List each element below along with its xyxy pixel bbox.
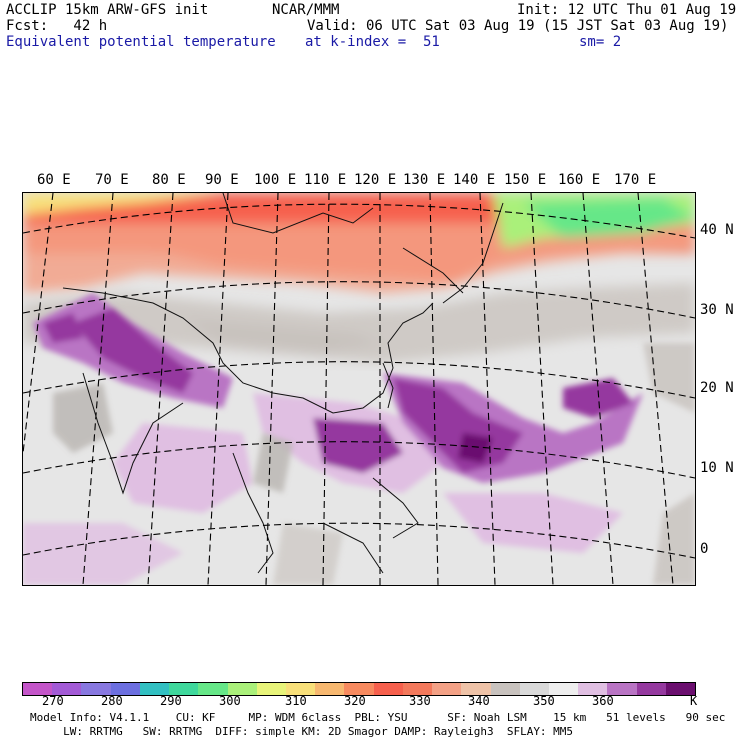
lat-label-10n: 10 N [700,460,734,476]
colorbar [22,682,696,696]
lat-label-0: 0 [700,541,709,557]
colorbar-segment [432,683,462,695]
colorbar-unit: K [690,694,698,708]
colorbar-segment [23,683,53,695]
colorbar-segment [139,683,170,695]
lon-label-170e: 170 E [614,172,657,188]
model-info-line1: Model Info: V4.1.1 CU: KF MP: WDM 6class… [30,711,726,724]
colorbar-segment [198,683,228,695]
colorbar-segment [227,683,257,695]
colorbar-segment [490,683,520,695]
colorbar-segment [607,683,637,695]
graticule [23,193,695,585]
organization-label: NCAR/MMM [272,2,340,18]
lon-label-80e: 80 E [152,172,186,188]
colorbar-label-310: 310 [285,694,307,708]
colorbar-segment [256,683,286,695]
lon-label-120e: 120 E [354,172,397,188]
lat-label-30n: 30 N [700,302,734,318]
k-index-label: at k-index = 51 [305,34,440,50]
dry-zone-gray [53,343,695,585]
colorbar-segment [81,683,111,695]
colorbar-label-290: 290 [160,694,182,708]
warm-band-north [23,193,695,293]
valid-time: Valid: 06 UTC Sat 03 Aug 19 (15 JST Sat … [307,18,729,34]
colorbar-segment [402,683,433,695]
colorbar-label-280: 280 [101,694,123,708]
colorbar-segment [461,683,491,695]
lon-label-160e: 160 E [558,172,601,188]
colorbar-label-320: 320 [344,694,366,708]
init-time: Init: 12 UTC Thu 01 Aug 19 [517,2,737,18]
lon-label-140e: 140 E [453,172,496,188]
colorbar-segment [636,683,666,695]
smoothing-label: sm= 2 [579,34,622,50]
model-info-line2: LW: RRTMG SW: RRTMG DIFF: simple KM: 2D … [30,725,574,738]
colorbar-label-330: 330 [409,694,431,708]
colorbar-segment [373,683,403,695]
map-canvas [23,193,695,585]
colorbar-label-300: 300 [219,694,241,708]
colorbar-segment [285,683,316,695]
lon-label-150e: 150 E [504,172,547,188]
colorbar-segment [315,683,345,695]
lat-label-40n: 40 N [700,222,734,238]
lon-label-110e: 110 E [304,172,347,188]
field-name: Equivalent potential temperature [6,34,276,50]
lon-label-70e: 70 E [95,172,129,188]
lon-label-100e: 100 E [254,172,297,188]
colorbar-segment [665,683,696,695]
colorbar-label-270: 270 [42,694,64,708]
colorbar-segment [169,683,199,695]
lat-label-20n: 20 N [700,380,734,396]
lon-label-60e: 60 E [37,172,71,188]
lon-label-130e: 130 E [403,172,446,188]
colorbar-label-340: 340 [468,694,490,708]
colorbar-segment [344,683,374,695]
colorbar-segment [578,683,608,695]
colorbar-label-360: 360 [592,694,614,708]
lon-label-90e: 90 E [205,172,239,188]
colorbar-segment [548,683,579,695]
colorbar-segment [110,683,140,695]
colorbar-segment [519,683,549,695]
colorbar-segment [52,683,82,695]
coastlines [62,193,504,574]
theta-e-map [22,192,696,586]
colorbar-label-350: 350 [533,694,555,708]
transition-band [23,283,695,363]
forecast-hour: Fcst: 42 h [6,18,108,34]
model-title: ACCLIP 15km ARW-GFS init [6,2,209,18]
